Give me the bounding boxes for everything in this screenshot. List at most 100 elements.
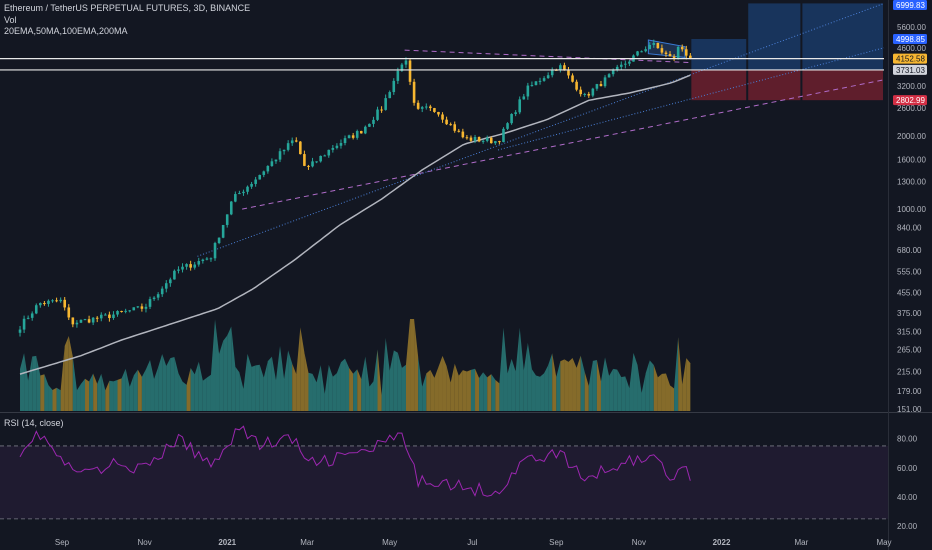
volume-segment: [121, 368, 126, 411]
volume-segment: [588, 360, 593, 411]
candle-body: [152, 297, 156, 300]
volume-segment: [605, 357, 610, 411]
volume-segment: [190, 367, 195, 411]
time-axis[interactable]: Sep Nov 2021 Mar May Jul Sep Nov 2022 Mar May: [55, 538, 892, 547]
volume-segment: [141, 369, 146, 411]
candle-body: [225, 214, 229, 225]
volume-segment: [466, 369, 471, 411]
candle-body: [108, 314, 111, 318]
volume-segment: [438, 355, 443, 411]
candle-body: [234, 194, 237, 202]
price-tick-label: 179.00: [897, 387, 922, 396]
candle-body: [368, 123, 371, 127]
candle-body: [59, 299, 62, 302]
volume-segment: [300, 327, 305, 411]
price-tick-label: 265.00: [897, 346, 922, 355]
volume-segment: [145, 359, 151, 411]
volume-segment: [625, 376, 630, 411]
volume-segment: [576, 355, 581, 411]
volume-segment: [393, 350, 398, 411]
candle-body: [359, 131, 363, 134]
price-tick-label: 1000.00: [897, 205, 926, 214]
volume-segment: [263, 361, 268, 411]
rsi-legend: RSI (14, close): [4, 418, 64, 428]
volume-segment: [308, 372, 313, 411]
stop-zone: [748, 69, 801, 101]
lower-trend-line: [242, 79, 885, 210]
candle-body: [668, 53, 672, 57]
candle-body: [563, 65, 566, 71]
volume-segment: [544, 365, 549, 411]
volume-segment: [64, 335, 69, 411]
candle-body: [209, 258, 213, 260]
volume-segment: [312, 373, 317, 411]
candle-body: [408, 60, 412, 82]
price-axis[interactable]: 151.00 179.00 215.00 265.00 315.00 375.00 455.…: [897, 23, 926, 531]
volume-segment: [32, 355, 37, 411]
volume-segment: [661, 373, 666, 411]
price-badge-label: 2802.99: [896, 96, 925, 105]
volume-segment: [584, 371, 589, 411]
candle-body: [579, 89, 582, 95]
volume-segment: [243, 353, 248, 411]
volume-segment: [113, 379, 118, 411]
volume-segment: [154, 367, 159, 411]
candle-body: [437, 111, 440, 115]
volume-segment: [52, 387, 57, 411]
candle-body: [205, 258, 209, 260]
volume-segment: [280, 345, 285, 411]
volume-segment: [479, 372, 484, 411]
candle-body: [319, 155, 322, 162]
time-tick-label: Jul: [467, 538, 477, 547]
time-tick-label: Sep: [55, 538, 70, 547]
candle-body: [680, 46, 684, 50]
candle-body: [672, 56, 676, 59]
price-tick-label: 2000.00: [897, 132, 926, 141]
candle-body: [522, 96, 526, 100]
horizontal-levels[interactable]: [0, 58, 884, 71]
candle-body: [39, 303, 42, 306]
candle-body: [290, 140, 294, 144]
candle-body: [311, 161, 314, 167]
candle-body: [331, 147, 335, 150]
volume-segment: [72, 356, 77, 411]
candle-body: [128, 310, 132, 312]
volume-segment: [349, 367, 354, 411]
price-badge: [893, 95, 927, 106]
volume-segment: [678, 336, 683, 411]
volume-segment: [426, 369, 431, 411]
candle-body: [644, 49, 647, 52]
price-badge: [893, 0, 927, 10]
candle-body: [441, 114, 444, 120]
volume-segment: [101, 373, 106, 411]
blue-dotted-trend: [197, 2, 885, 257]
candle-body: [392, 80, 396, 93]
candle-body: [591, 88, 595, 96]
candle-body: [465, 137, 469, 139]
volume-segment: [320, 365, 325, 411]
volume-segment: [617, 369, 622, 411]
candle-body: [429, 106, 432, 109]
candle-body: [136, 306, 140, 308]
volume-segment: [44, 374, 49, 411]
candle-body: [656, 42, 660, 49]
time-tick-label: Sep: [549, 538, 564, 547]
candle-body: [116, 311, 119, 315]
volume-segment: [442, 355, 447, 411]
candle-body: [303, 154, 306, 166]
volume-segment: [182, 381, 187, 411]
candle-body: [140, 306, 144, 309]
volume-segment: [572, 357, 577, 411]
volume-segment: [316, 365, 321, 411]
volume-segment: [369, 381, 374, 411]
volume-segment: [304, 352, 309, 411]
volume-segment: [641, 373, 646, 411]
volume-segment: [487, 374, 492, 411]
volume-segment: [80, 378, 86, 411]
candle-body: [628, 61, 631, 64]
volume-segment: [357, 369, 362, 411]
time-tick-label: May: [876, 538, 891, 547]
candle-body: [286, 143, 290, 150]
candle-body: [254, 179, 257, 184]
